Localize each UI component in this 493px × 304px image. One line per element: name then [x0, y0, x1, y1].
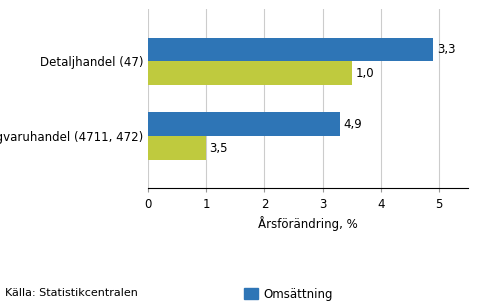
- Bar: [148, 112, 340, 136]
- X-axis label: Årsförändring, %: Årsförändring, %: [258, 216, 358, 231]
- Bar: [148, 61, 352, 85]
- Text: Källa: Statistikcentralen: Källa: Statistikcentralen: [5, 288, 138, 298]
- Bar: [148, 136, 206, 160]
- Text: 3,5: 3,5: [210, 142, 228, 155]
- Legend: Omsättning, Försäljningsvolym: Omsättning, Försäljningsvolym: [244, 288, 370, 304]
- Text: 1,0: 1,0: [355, 67, 374, 80]
- Bar: [148, 37, 433, 61]
- Text: 4,9: 4,9: [344, 118, 362, 131]
- Text: 3,3: 3,3: [437, 43, 456, 56]
